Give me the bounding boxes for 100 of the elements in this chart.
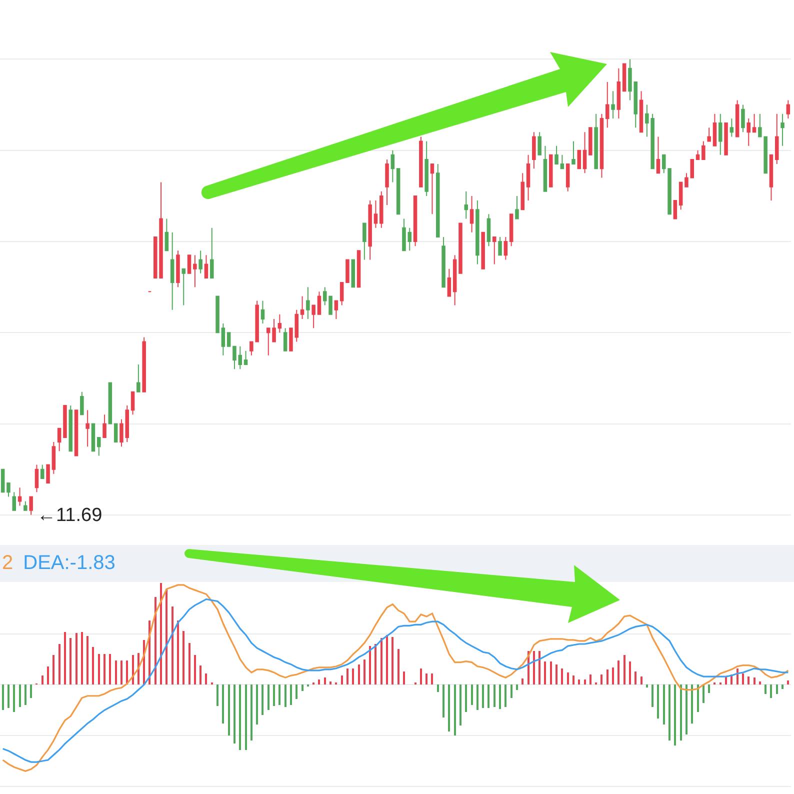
candlestick bbox=[554, 145, 558, 165]
text: DEA:-1.83 bbox=[23, 552, 116, 575]
candlestick bbox=[182, 268, 186, 306]
candlestick bbox=[29, 496, 33, 516]
candlestick bbox=[588, 127, 592, 156]
candlestick bbox=[413, 195, 418, 247]
candlestick bbox=[678, 182, 683, 210]
candlestick bbox=[210, 227, 214, 278]
candlestick bbox=[204, 254, 208, 278]
candlestick bbox=[498, 236, 502, 256]
candlestick bbox=[193, 254, 197, 288]
candlestick bbox=[226, 332, 231, 347]
candlestick bbox=[560, 154, 564, 170]
candlestick bbox=[616, 68, 621, 119]
candlestick bbox=[164, 218, 169, 252]
candlestick bbox=[543, 145, 548, 192]
candlestick bbox=[774, 113, 779, 165]
candlestick bbox=[515, 195, 519, 220]
candlestick bbox=[447, 268, 452, 297]
candlestick bbox=[86, 410, 90, 448]
candlestick bbox=[611, 90, 615, 119]
candlestick bbox=[221, 323, 226, 356]
candlestick bbox=[108, 382, 112, 424]
candlestick bbox=[12, 492, 16, 511]
candlestick bbox=[368, 200, 372, 260]
candlestick bbox=[340, 282, 344, 306]
candlestick bbox=[244, 350, 248, 366]
candlestick bbox=[430, 164, 434, 215]
candlestick bbox=[396, 168, 400, 215]
candlestick bbox=[486, 214, 491, 247]
candlestick bbox=[594, 113, 598, 170]
candlestick bbox=[452, 254, 457, 306]
candlestick bbox=[639, 90, 644, 133]
candlestick bbox=[735, 100, 740, 138]
candlestick bbox=[746, 118, 751, 146]
candlestick bbox=[504, 236, 508, 260]
candlestick bbox=[334, 300, 338, 320]
candlestick bbox=[374, 200, 378, 228]
candlestick bbox=[198, 250, 202, 274]
candlestick bbox=[572, 140, 576, 165]
text: 2 bbox=[2, 552, 14, 575]
candlestick bbox=[102, 414, 106, 438]
candlestick bbox=[52, 442, 56, 474]
candlestick bbox=[96, 436, 101, 456]
candlestick bbox=[470, 195, 474, 233]
candlestick bbox=[346, 259, 350, 284]
candlestick bbox=[712, 113, 717, 146]
candlestick bbox=[216, 296, 220, 334]
candlestick bbox=[142, 336, 146, 392]
candlestick bbox=[605, 82, 610, 128]
candlestick bbox=[752, 113, 756, 133]
candlestick bbox=[769, 154, 774, 201]
candlestick bbox=[362, 222, 366, 260]
candlestick bbox=[741, 104, 745, 133]
candlestick bbox=[582, 132, 587, 174]
candlestick bbox=[74, 410, 78, 456]
candlestick bbox=[436, 164, 440, 238]
annotation: ←11.69 bbox=[37, 505, 102, 526]
candlestick bbox=[114, 423, 118, 443]
candlestick bbox=[68, 405, 73, 452]
candlestick bbox=[526, 154, 530, 201]
candlestick bbox=[34, 464, 39, 493]
candlestick bbox=[476, 200, 480, 265]
candlestick bbox=[57, 428, 62, 452]
candlestick bbox=[458, 222, 462, 274]
candlestick bbox=[0, 468, 5, 493]
candlestick bbox=[566, 164, 570, 192]
candlestick bbox=[577, 150, 582, 170]
candlestick bbox=[442, 236, 446, 288]
candlestick bbox=[718, 113, 722, 156]
candlestick bbox=[24, 500, 28, 511]
candlestick bbox=[702, 140, 706, 160]
candlestick bbox=[492, 236, 496, 265]
candlestick bbox=[481, 232, 485, 270]
candlestick bbox=[312, 304, 316, 329]
candlestick bbox=[136, 364, 140, 392]
candlestick bbox=[300, 296, 304, 320]
candlestick bbox=[176, 250, 180, 288]
candlestick bbox=[91, 423, 96, 452]
candlestick bbox=[538, 132, 542, 156]
candlestick bbox=[379, 190, 384, 228]
candlestick bbox=[509, 214, 514, 247]
candlestick bbox=[18, 487, 22, 506]
candlestick bbox=[306, 286, 310, 320]
candlestick bbox=[278, 314, 282, 334]
candlestick bbox=[46, 464, 50, 484]
candlestick bbox=[724, 122, 728, 156]
candlestick bbox=[622, 63, 626, 92]
candlestick bbox=[390, 150, 395, 183]
candlestick bbox=[6, 482, 10, 498]
candlestick bbox=[40, 464, 44, 479]
candlestick bbox=[419, 136, 423, 188]
candlestick bbox=[520, 172, 525, 210]
candlestick bbox=[600, 113, 604, 178]
candlestick bbox=[385, 158, 389, 206]
candlestick bbox=[786, 100, 790, 119]
candlestick bbox=[283, 328, 288, 352]
candlestick bbox=[63, 405, 67, 438]
candlestick bbox=[548, 154, 553, 188]
candlestick bbox=[673, 200, 678, 220]
